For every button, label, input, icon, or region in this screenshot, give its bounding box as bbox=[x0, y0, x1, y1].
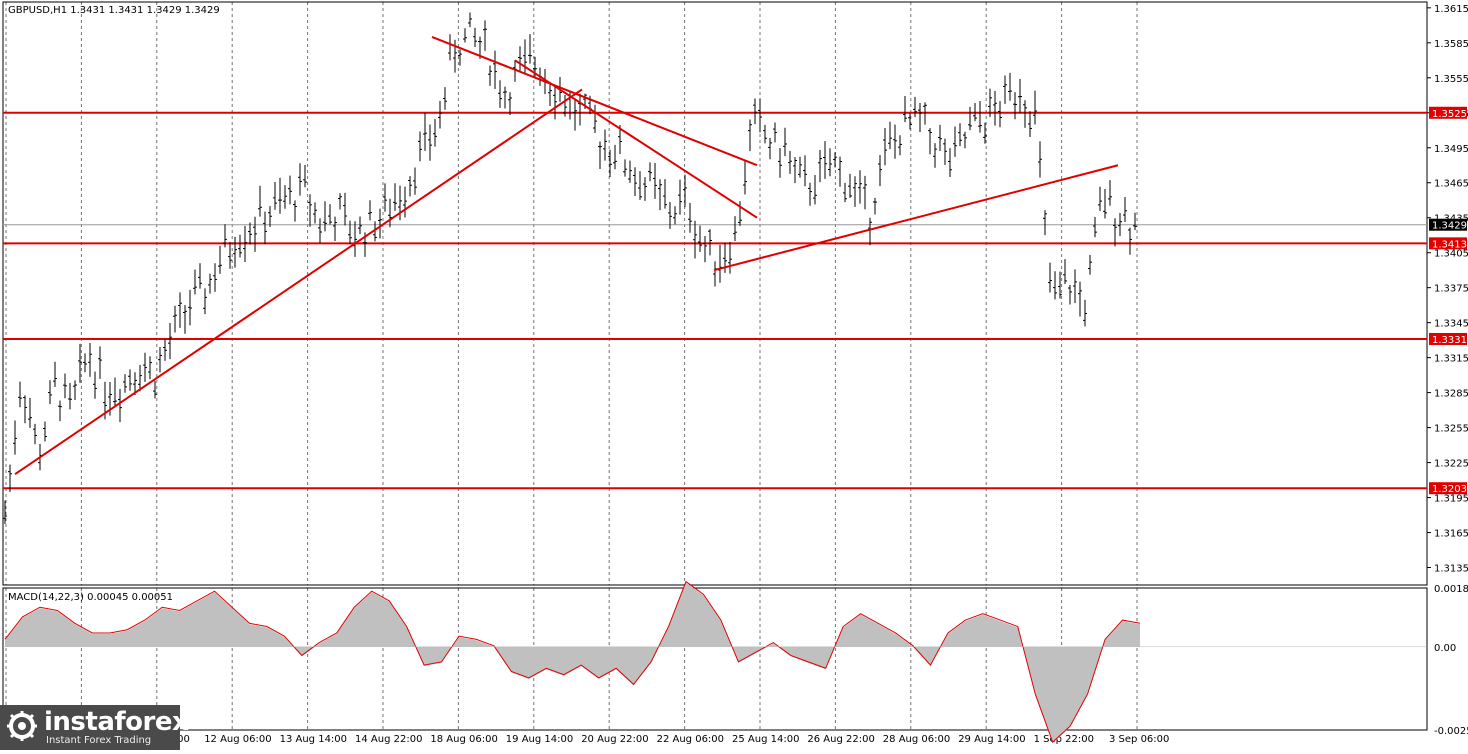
level-label-bg bbox=[1429, 106, 1467, 119]
x-tick-label: 26 Aug 22:00 bbox=[807, 734, 874, 745]
macd-label: MACD(14,22,3) 0.00045 0.00051 bbox=[8, 592, 173, 603]
price-bars bbox=[3, 12, 1137, 524]
y-tick-label: 1.3285 bbox=[1434, 389, 1468, 400]
x-tick-label: 12 Aug 06:00 bbox=[204, 734, 271, 745]
main-panel-frame bbox=[2, 1, 1428, 586]
level-label: 1.3203 bbox=[1432, 484, 1467, 495]
level-label: 1.3525 bbox=[1432, 109, 1467, 120]
macd-histogram bbox=[5, 582, 1140, 744]
x-tick-label: 19 Aug 14:00 bbox=[506, 734, 573, 745]
y-tick-label: 1.3615 bbox=[1434, 4, 1468, 15]
x-tick-label: 28 Aug 06:00 bbox=[883, 734, 950, 745]
trend-line bbox=[431, 36, 758, 167]
current-price-label: 1.3429 bbox=[1432, 221, 1467, 232]
logo-tagline: Instant Forex Trading bbox=[46, 735, 152, 746]
y-tick-label: 1.3195 bbox=[1434, 494, 1468, 505]
trend-line bbox=[514, 59, 758, 219]
macd-y-tick-label: -0.00259 bbox=[1434, 726, 1468, 737]
chart-header: GBPUSD,H1 1.3431 1.3431 1.3429 1.3429 bbox=[8, 5, 220, 16]
y-tick-label: 1.3255 bbox=[1434, 424, 1468, 435]
level-label: 1.3331 bbox=[1432, 335, 1467, 346]
y-tick-label: 1.3585 bbox=[1434, 39, 1468, 50]
y-tick-label: 1.3165 bbox=[1434, 529, 1468, 540]
y-tick-label: 1.3555 bbox=[1434, 74, 1468, 85]
x-tick-label: 13 Aug 14:00 bbox=[280, 734, 347, 745]
instaforex-logo: instaforex Instant Forex Trading bbox=[0, 705, 189, 750]
x-tick-label: 22 Aug 06:00 bbox=[657, 734, 724, 745]
macd-panel-frame bbox=[2, 587, 1428, 731]
y-tick-label: 1.3225 bbox=[1434, 459, 1468, 470]
macd-signal-line bbox=[4, 580, 1141, 744]
x-tick-label: 29 Aug 14:00 bbox=[958, 734, 1025, 745]
x-tick-label: 1 Sep 22:00 bbox=[1034, 734, 1094, 745]
y-tick-label: 1.3465 bbox=[1434, 179, 1468, 190]
y-tick-label: 1.3315 bbox=[1434, 354, 1468, 365]
trend-line bbox=[713, 164, 1119, 272]
macd-y-tick-label: 0.00183 bbox=[1434, 584, 1468, 595]
y-tick-label: 1.3495 bbox=[1434, 144, 1468, 155]
logo-brand: instaforex bbox=[44, 707, 189, 737]
level-label-bg bbox=[1429, 237, 1467, 250]
x-tick-label: 25 Aug 14:00 bbox=[732, 734, 799, 745]
y-tick-label: 1.3135 bbox=[1434, 564, 1468, 575]
current-price-label-bg bbox=[1429, 218, 1467, 231]
x-tick-label: 14 Aug 22:00 bbox=[355, 734, 422, 745]
x-tick-label: 20 Aug 22:00 bbox=[581, 734, 648, 745]
level-label-bg bbox=[1429, 482, 1467, 495]
level-label-bg bbox=[1429, 332, 1467, 345]
y-tick-label: 1.3345 bbox=[1434, 319, 1468, 330]
x-tick-label: 3 Sep 06:00 bbox=[1109, 734, 1169, 745]
x-tick-label: 18 Aug 06:00 bbox=[430, 734, 497, 745]
macd-y-tick-label: 0.00 bbox=[1434, 643, 1456, 654]
trend-line bbox=[14, 88, 583, 476]
level-label: 1.3413 bbox=[1432, 239, 1467, 250]
y-tick-label: 1.3405 bbox=[1434, 249, 1468, 260]
logo-icon bbox=[7, 711, 37, 741]
y-tick-label: 1.3375 bbox=[1434, 284, 1468, 295]
